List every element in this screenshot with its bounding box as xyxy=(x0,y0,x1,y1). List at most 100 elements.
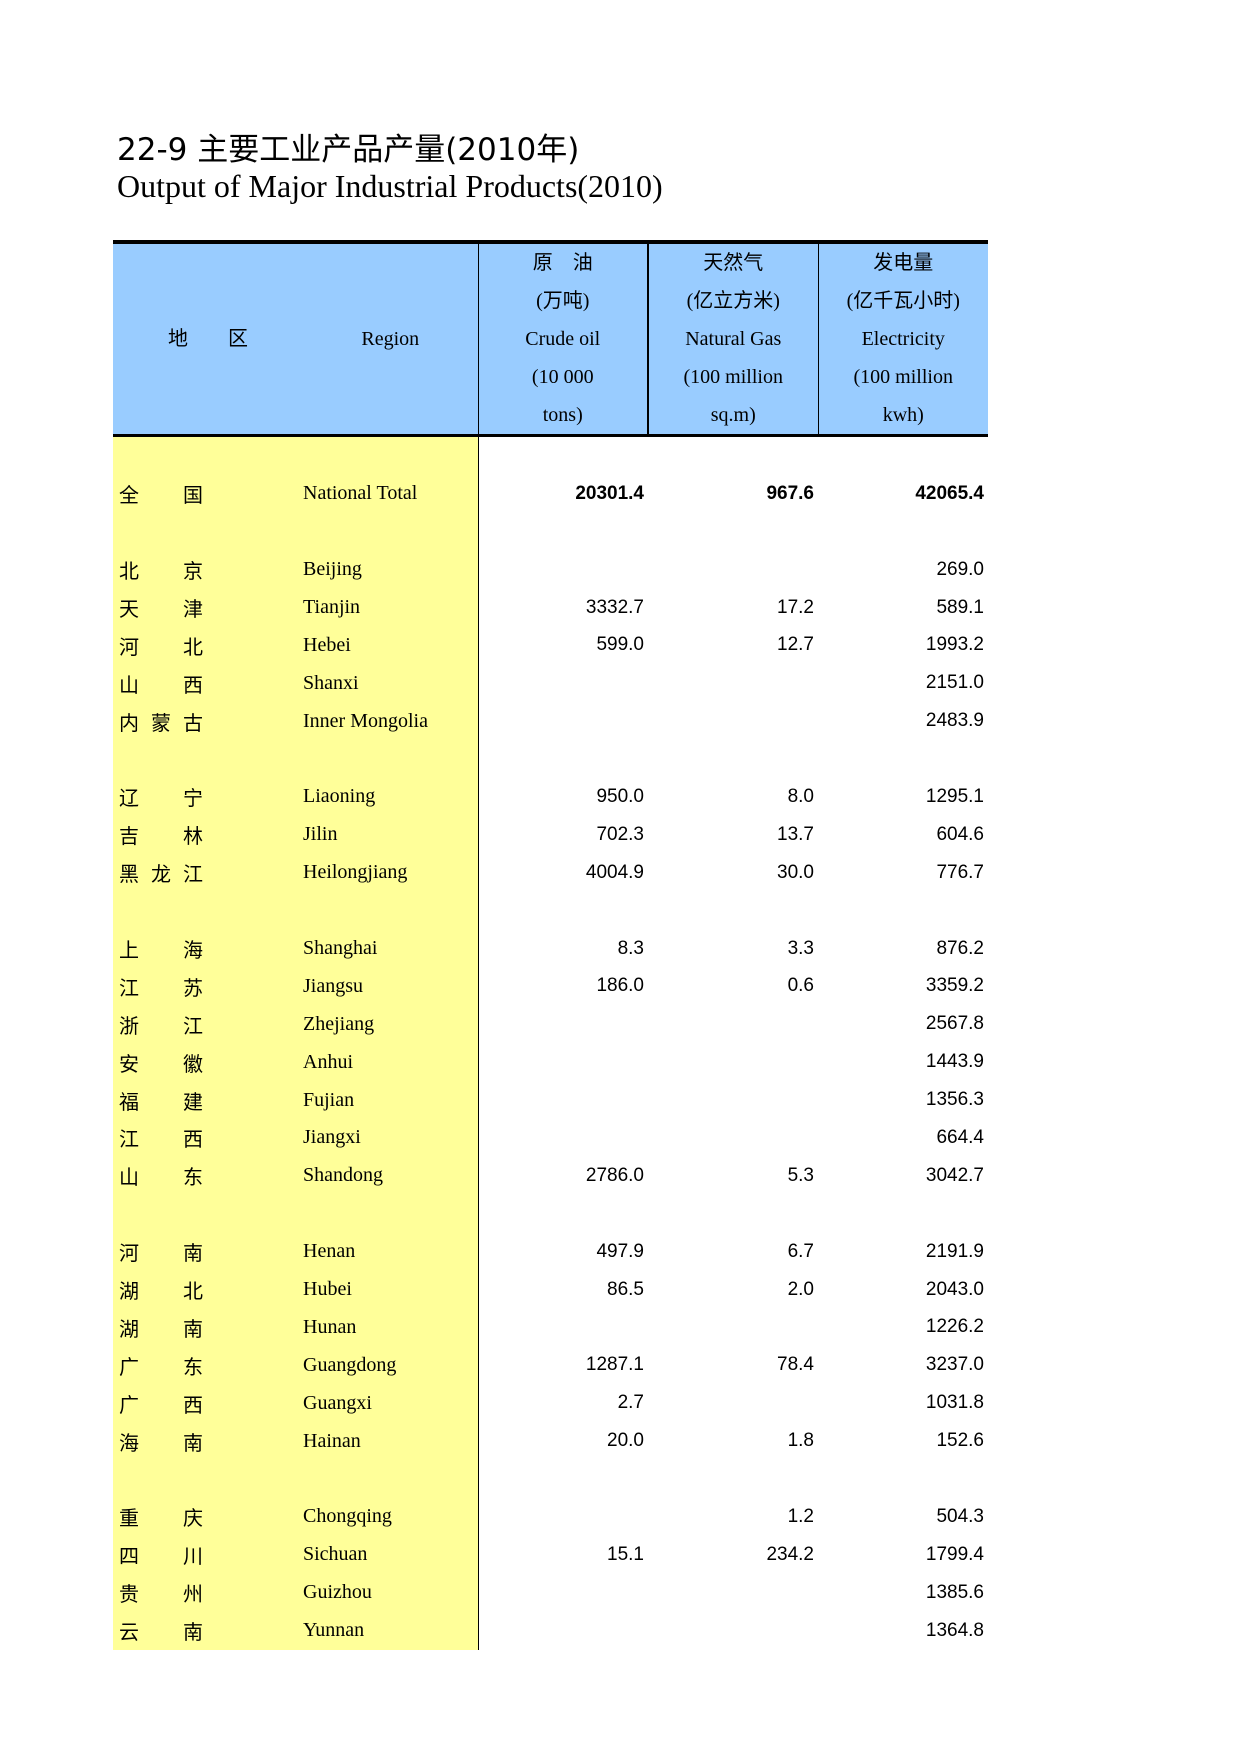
region-cn-cell: 福建 xyxy=(113,1081,303,1120)
region-cn-char: 安 xyxy=(119,1053,139,1076)
region-en-cell: Guangxi xyxy=(303,1384,479,1423)
region-en-cell: Henan xyxy=(303,1232,479,1271)
elec-cell: 776.7 xyxy=(936,861,984,883)
region-cn-cell: 黑龙江 xyxy=(113,853,303,892)
region-cn-cell: 天津 xyxy=(113,588,303,627)
region-cn-cell: 河北 xyxy=(113,626,303,665)
elec-cell: 2567.8 xyxy=(925,1013,984,1035)
region-cn-char: 徽 xyxy=(183,1053,203,1076)
region-cn-cell: 江西 xyxy=(113,1119,303,1157)
elec-cell: 1385.6 xyxy=(925,1581,984,1603)
region-cn-char: 贵 xyxy=(119,1584,139,1607)
elec-cell xyxy=(818,1460,988,1498)
crude-cell: 86.5 xyxy=(607,1278,644,1300)
spacer-row xyxy=(113,1194,988,1233)
gas-cell xyxy=(648,740,818,778)
table-row: 贵州 Guizhou 1385.6 xyxy=(113,1573,988,1612)
region-en-cell: Guangdong xyxy=(303,1346,479,1385)
region-en-cell: Jiangsu xyxy=(303,967,479,1006)
region-cn-char: 四 xyxy=(119,1546,139,1569)
table-row: 全国 National Total 20301.4 967.6 42065.4 xyxy=(113,474,988,513)
table-body: 全国 National Total 20301.4 967.6 42065.4 北京 Bei… xyxy=(113,435,988,1650)
region-cn-char: 上 xyxy=(119,940,139,963)
table-row: 山西 Shanxi 2151.0 xyxy=(113,664,988,703)
header-row: 地 区 Region 原 油 (万吨) Crude oil (10 000 tons) … xyxy=(113,242,988,436)
crude-cell: 8.3 xyxy=(617,937,644,959)
region-cn-char: 北 xyxy=(183,1281,203,1304)
gas-cell xyxy=(648,436,818,475)
gas-cell xyxy=(648,664,818,702)
crude-cell: 2.7 xyxy=(617,1392,644,1414)
region-cn-cell: 全国 xyxy=(113,474,303,513)
region-cn-cell: 山西 xyxy=(113,664,303,703)
region-cn-cell: 江苏 xyxy=(113,967,303,1006)
crude-cell: 4004.9 xyxy=(585,861,644,883)
gas-cell xyxy=(648,1308,818,1346)
crude-cell: 702.3 xyxy=(596,823,644,845)
region-cn-char: 福 xyxy=(119,1091,139,1114)
region-cn-char: 辽 xyxy=(119,788,139,811)
crude-cell: 186.0 xyxy=(596,975,644,997)
elec-cell xyxy=(818,513,988,551)
elec-cell: 2483.9 xyxy=(925,710,984,732)
gas-cell: 0.6 xyxy=(787,975,814,997)
region-cn-char: 南 xyxy=(183,1318,203,1341)
gas-cell: 1.2 xyxy=(787,1505,814,1527)
region-en-cell: Hebei xyxy=(303,626,479,665)
gas-cell xyxy=(648,1119,818,1157)
region-en-cell: Zhejiang xyxy=(303,1005,479,1044)
region-cn-char: 全 xyxy=(119,485,139,508)
table-row: 吉林 Jilin 702.3 13.7 604.6 xyxy=(113,815,988,854)
gas-cell: 967.6 xyxy=(766,482,814,504)
region-en-cell: National Total xyxy=(303,474,479,513)
table-row: 浙江 Zhejiang 2567.8 xyxy=(113,1005,988,1044)
elec-cell: 42065.4 xyxy=(915,482,984,504)
region-cn-char: 津 xyxy=(183,599,203,621)
header-line: Electricity xyxy=(861,328,945,350)
table-row: 北京 Beijing 269.0 xyxy=(113,550,988,589)
elec-cell xyxy=(818,740,988,778)
crude-cell xyxy=(478,1119,648,1157)
elec-cell: 1226.2 xyxy=(925,1316,984,1338)
table-row: 河南 Henan 497.9 6.7 2191.9 xyxy=(113,1232,988,1271)
gas-cell: 30.0 xyxy=(777,861,814,883)
table-row: 黑龙江 Heilongjiang 4004.9 30.0 776.7 xyxy=(113,853,988,892)
region-cn-char: 广 xyxy=(119,1356,139,1379)
table-row: 广东 Guangdong 1287.1 78.4 3237.0 xyxy=(113,1346,988,1385)
spacer-row xyxy=(113,740,988,779)
region-en-cell xyxy=(303,891,479,930)
region-cn-char: 龙 xyxy=(151,864,171,887)
gas-cell: 8.0 xyxy=(787,785,814,807)
region-en-cell: Anhui xyxy=(303,1043,479,1082)
region-cn-char: 广 xyxy=(119,1394,139,1417)
region-cn-cell xyxy=(113,1460,303,1498)
crude-cell xyxy=(478,702,648,740)
gas-cell: 1.8 xyxy=(787,1430,814,1452)
elec-cell xyxy=(818,1195,988,1233)
region-cn-char: 川 xyxy=(183,1546,203,1569)
gas-cell xyxy=(648,1612,818,1650)
region-cn-cell xyxy=(113,891,303,930)
header-electricity: 发电量 (亿千瓦小时) Electricity (100 million kwh) xyxy=(817,242,988,436)
gas-cell xyxy=(648,702,818,740)
crude-cell xyxy=(478,1498,648,1536)
region-cn-char: 建 xyxy=(183,1091,203,1114)
region-en-cell: Inner Mongolia xyxy=(303,702,479,741)
region-cn-cell xyxy=(113,435,303,475)
region-en-cell: Sichuan xyxy=(303,1535,479,1574)
region-cn-char: 山 xyxy=(119,674,139,697)
header-line: (100 million xyxy=(853,366,953,388)
table-row: 四川 Sichuan 15.1 234.2 1799.4 xyxy=(113,1535,988,1574)
table-row: 重庆 Chongqing 1.2 504.3 xyxy=(113,1497,988,1536)
header-line: 天然气 xyxy=(703,252,764,274)
elec-cell: 1993.2 xyxy=(925,634,984,656)
elec-cell: 1799.4 xyxy=(925,1543,984,1565)
table-row: 内蒙古 Inner Mongolia 2483.9 xyxy=(113,702,988,741)
region-en-cell: Jilin xyxy=(303,815,479,854)
region-cn-char: 州 xyxy=(183,1584,203,1607)
region-cn-cell: 内蒙古 xyxy=(113,702,303,741)
header-line: (100 million xyxy=(683,366,783,388)
gas-cell xyxy=(648,1043,818,1081)
elec-cell: 269.0 xyxy=(936,558,984,580)
